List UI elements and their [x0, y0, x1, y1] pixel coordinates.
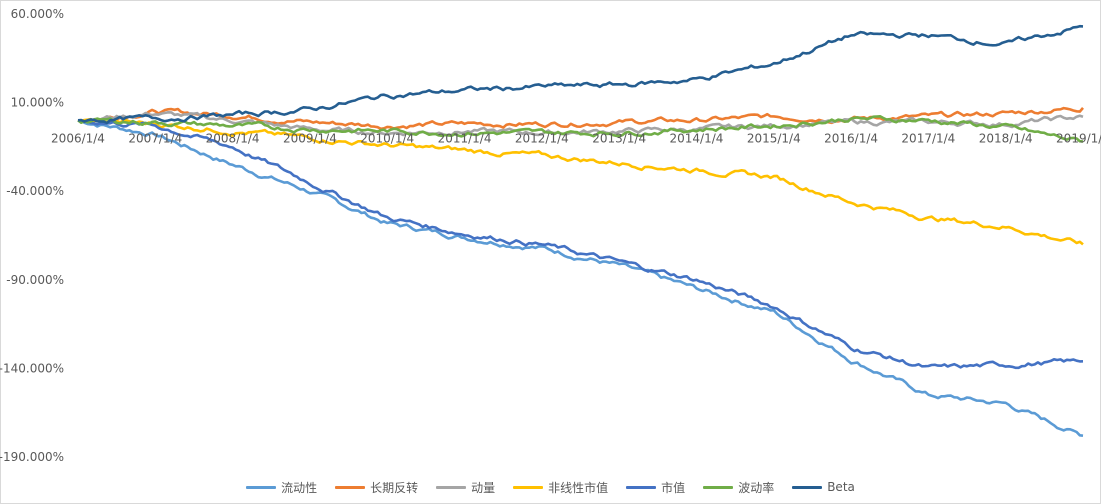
x-tick-label: 2018/1/4 [979, 131, 1033, 145]
chart-legend: 流动性 长期反转 动量 非线性市值 市值 波动率 Beta [0, 477, 1101, 497]
legend-label: 动量 [471, 480, 496, 495]
series-line-4 [77, 119, 1084, 370]
x-tick-label: 2014/1/4 [670, 131, 724, 145]
legend-swatch [513, 485, 544, 489]
legend-item-5: 波动率 [703, 479, 774, 496]
series-line-6 [77, 24, 1084, 125]
series-line-3 [77, 117, 1084, 246]
legend-label: 流动性 [281, 480, 318, 495]
legend-swatch [703, 485, 734, 489]
legend-label: 波动率 [738, 480, 775, 495]
series-line-1 [77, 106, 1084, 131]
legend-label: Beta [827, 480, 855, 494]
legend-item-0: 流动性 [246, 479, 317, 496]
legend-item-2: 动量 [436, 479, 495, 496]
x-tick-label: 2006/1/4 [51, 131, 105, 145]
legend-item-6: Beta [792, 480, 855, 494]
legend-label: 非线性市值 [548, 480, 609, 495]
legend-swatch [246, 485, 277, 489]
legend-swatch [626, 485, 657, 489]
legend-swatch [335, 485, 366, 489]
y-tick-label: -140.000% [0, 361, 64, 375]
x-axis-ticks: 2006/1/4 2007/1/4 2008/1/4 2009/1/4 2010/1/4… [51, 131, 1101, 145]
series-line-0 [77, 119, 1084, 437]
x-tick-label: 2008/1/4 [206, 131, 260, 145]
x-tick-label: 2012/1/4 [515, 131, 569, 145]
x-tick-label: 2013/1/4 [592, 131, 646, 145]
legend-label: 市值 [661, 480, 686, 495]
legend-swatch [436, 485, 467, 489]
legend-item-3: 非线性市值 [513, 479, 608, 496]
x-tick-label: 2015/1/4 [747, 131, 801, 145]
legend-item-1: 长期反转 [335, 479, 418, 496]
x-tick-label: 2019/1/4 [1056, 131, 1101, 145]
legend-label: 长期反转 [370, 480, 419, 495]
y-tick-label: -40.000% [6, 184, 64, 198]
x-tick-label: 2016/1/4 [824, 131, 878, 145]
y-axis-ticks: 60.000% 10.000% -40.000% -90.000% -140.000% -… [0, 7, 64, 464]
y-tick-label: 10.000% [11, 96, 64, 110]
series-lines [77, 24, 1084, 437]
series-line-5 [77, 115, 1084, 143]
y-tick-label: 60.000% [11, 7, 64, 21]
x-tick-label: 2011/1/4 [438, 131, 492, 145]
y-tick-label: -90.000% [6, 273, 64, 287]
x-tick-label: 2009/1/4 [283, 131, 337, 145]
x-tick-label: 2007/1/4 [128, 131, 182, 145]
y-tick-label: -190.000% [0, 450, 64, 464]
x-tick-label: 2017/1/4 [901, 131, 955, 145]
x-tick-label: 2010/1/4 [360, 131, 414, 145]
legend-item-4: 市值 [626, 479, 685, 496]
legend-swatch [792, 485, 823, 489]
